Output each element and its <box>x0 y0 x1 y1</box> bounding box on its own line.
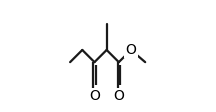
Text: O: O <box>89 89 100 103</box>
Text: O: O <box>125 43 137 57</box>
Text: O: O <box>113 89 124 103</box>
